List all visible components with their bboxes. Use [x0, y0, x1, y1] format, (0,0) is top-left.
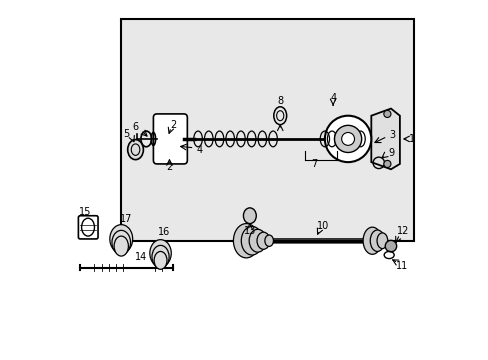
Text: 4: 4: [196, 145, 203, 155]
Ellipse shape: [241, 226, 262, 255]
Text: 15: 15: [79, 207, 92, 217]
Ellipse shape: [110, 225, 132, 253]
FancyBboxPatch shape: [153, 114, 187, 164]
Circle shape: [334, 125, 361, 153]
Ellipse shape: [383, 111, 390, 117]
Text: 7: 7: [310, 159, 317, 169]
Text: 4: 4: [330, 93, 336, 103]
Circle shape: [324, 116, 370, 162]
Ellipse shape: [149, 240, 171, 267]
Text: 13: 13: [243, 226, 255, 236]
Ellipse shape: [243, 208, 256, 224]
Ellipse shape: [257, 232, 269, 249]
Text: 9: 9: [387, 148, 393, 158]
Text: 12: 12: [396, 226, 409, 236]
Ellipse shape: [363, 227, 381, 254]
Ellipse shape: [152, 246, 169, 268]
Text: 16: 16: [158, 227, 170, 237]
Text: 2: 2: [170, 120, 176, 130]
Text: 10: 10: [316, 221, 328, 231]
Ellipse shape: [385, 240, 396, 252]
Ellipse shape: [154, 251, 166, 269]
FancyBboxPatch shape: [121, 19, 413, 241]
FancyBboxPatch shape: [78, 216, 98, 239]
Polygon shape: [370, 109, 399, 169]
Ellipse shape: [233, 224, 259, 258]
Ellipse shape: [369, 230, 384, 251]
Text: 17: 17: [120, 214, 133, 224]
Ellipse shape: [376, 233, 387, 249]
Ellipse shape: [112, 230, 130, 255]
Ellipse shape: [248, 229, 266, 252]
Text: 6: 6: [132, 122, 138, 132]
Ellipse shape: [114, 236, 128, 256]
Ellipse shape: [383, 160, 390, 167]
Text: 1: 1: [408, 134, 415, 144]
Text: 11: 11: [395, 261, 407, 271]
Text: 3: 3: [389, 130, 395, 140]
Text: 5: 5: [122, 129, 129, 139]
Text: 8: 8: [277, 96, 283, 107]
Ellipse shape: [127, 140, 143, 159]
Circle shape: [341, 132, 354, 145]
Ellipse shape: [264, 235, 273, 247]
Text: 2: 2: [166, 162, 172, 172]
Text: 14: 14: [135, 252, 147, 262]
